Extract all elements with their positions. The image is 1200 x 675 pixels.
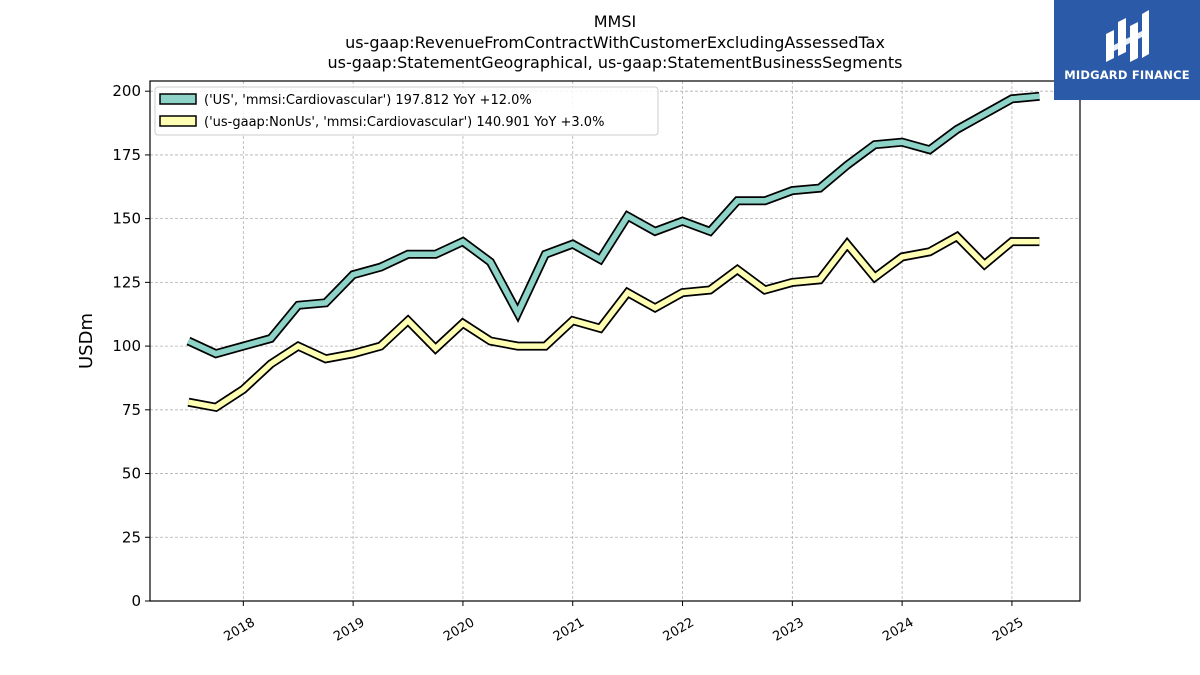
- x-tick-label: 2025: [990, 615, 1026, 645]
- series-line-1: [187, 233, 1040, 411]
- y-tick-label: 125: [112, 273, 141, 291]
- logo: MIDGARD FINANCE: [1054, 0, 1200, 100]
- legend-swatch-nonus: [159, 115, 197, 127]
- x-tick-label: 2018: [221, 615, 257, 645]
- chart-subtitle-line-2: us-gaap:StatementGeographical, us-gaap:S…: [328, 53, 903, 72]
- y-tick-label: 100: [112, 337, 141, 355]
- y-tick-label: 0: [131, 592, 141, 610]
- legend-swatch-us: [159, 93, 197, 105]
- y-axis: 0 25 50 75 100 125 150 175 200: [112, 82, 150, 610]
- x-tick-label: 2023: [770, 615, 806, 645]
- y-axis-label: USDm: [76, 313, 97, 369]
- y-tick-label: 150: [112, 210, 141, 228]
- y-tick-label: 25: [122, 528, 141, 546]
- legend-label-us: ('US', 'mmsi:Cardiovascular') 197.812 Yo…: [204, 93, 532, 108]
- x-tick-label: 2021: [551, 615, 587, 645]
- x-tick-label: 2024: [880, 615, 916, 645]
- grid: [150, 81, 1080, 602]
- legend-label-nonus: ('us-gaap:NonUs', 'mmsi:Cardiovascular')…: [204, 115, 604, 130]
- y-tick-label: 50: [122, 465, 141, 483]
- plot-frame: [149, 80, 1081, 602]
- series-lines: [186, 91, 1040, 413]
- x-axis: 2018 2019 2020 2021 2022 2023 2024 2025: [221, 601, 1026, 645]
- y-tick-label: 175: [112, 146, 141, 164]
- y-tick-label: 200: [112, 82, 141, 100]
- legend: ('US', 'mmsi:Cardiovascular') 197.812 Yo…: [154, 86, 659, 136]
- chart-subtitle-line-1: us-gaap:RevenueFromContractWithCustomerE…: [345, 33, 885, 52]
- logo-mark-icon: [1106, 10, 1149, 62]
- y-tick-label: 75: [122, 401, 141, 419]
- series-line-0: [187, 93, 1040, 357]
- x-tick-label: 2019: [331, 615, 367, 645]
- series-outline-1: [187, 230, 1040, 413]
- x-tick-label: 2020: [441, 615, 477, 645]
- x-tick-label: 2022: [661, 615, 697, 645]
- chart-title: MMSI: [594, 12, 636, 31]
- logo-text: MIDGARD FINANCE: [1064, 68, 1190, 82]
- legend-box: [154, 86, 659, 136]
